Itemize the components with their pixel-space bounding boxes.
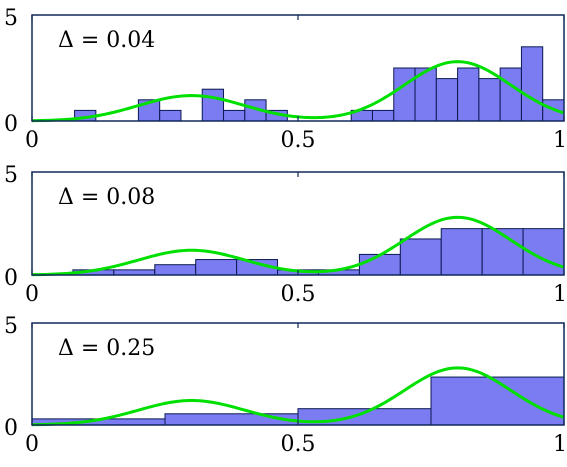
x-tick-label: 0 xyxy=(25,432,39,457)
histogram-panel-3: 0 0.5 1 0 5 Δ = 0.25 xyxy=(4,314,567,457)
histogram-bar xyxy=(201,88,225,122)
y-tick-label: 0 xyxy=(4,416,18,441)
y-tick-label: 0 xyxy=(4,266,18,291)
histogram-bar xyxy=(478,78,501,122)
histogram-bar xyxy=(435,78,459,122)
panel-title: Δ = 0.04 xyxy=(58,28,155,53)
histogram-bar xyxy=(393,67,416,122)
y-tick-label: 0 xyxy=(4,112,18,137)
x-tick-label: 0.5 xyxy=(281,282,316,307)
x-tick-label: 0 xyxy=(25,128,39,153)
y-tick-label: 5 xyxy=(4,314,18,339)
histogram-bar xyxy=(499,67,522,122)
histogram-bar xyxy=(223,109,246,122)
y-tick-label: 5 xyxy=(4,163,18,188)
histogram-bar xyxy=(113,269,156,276)
histogram-bar xyxy=(195,259,238,276)
histogram-bar xyxy=(371,109,395,122)
x-tick-label: 1 xyxy=(553,432,567,457)
x-tick-label: 0.5 xyxy=(281,432,316,457)
x-tick-label: 1 xyxy=(553,282,567,307)
panel-title: Δ = 0.08 xyxy=(58,185,155,210)
histogram-panel-2: 0 0.5 1 0 5 Δ = 0.08 xyxy=(4,163,567,307)
y-tick-label: 5 xyxy=(4,6,18,31)
histogram-bar xyxy=(154,264,197,276)
x-tick-label: 0.5 xyxy=(281,128,316,153)
histogram-bar xyxy=(440,228,483,276)
histogram-bar xyxy=(430,376,565,426)
panel-title: Δ = 0.25 xyxy=(58,336,155,361)
histogram-bar xyxy=(159,109,182,122)
histogram-bar xyxy=(520,46,544,122)
x-tick-label: 0 xyxy=(25,282,39,307)
x-tick-label: 1 xyxy=(553,128,567,153)
histogram-bar xyxy=(457,67,480,122)
histogram-panel-1: 0 0.5 1 0 5 Δ = 0.04 xyxy=(4,6,567,153)
histogram-bar xyxy=(358,253,401,276)
histogram-bar xyxy=(399,238,442,276)
